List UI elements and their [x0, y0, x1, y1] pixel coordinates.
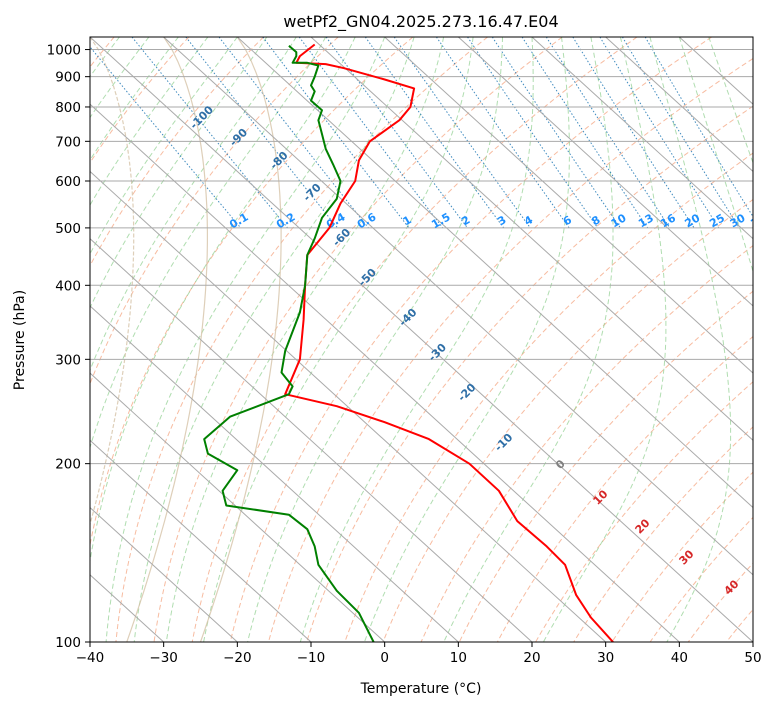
moist-adiabat — [299, 37, 534, 642]
x-tick-label: 20 — [523, 650, 540, 666]
profile-series — [203, 43, 614, 642]
dry-adiabat — [229, 37, 712, 642]
moist-adiabat — [133, 37, 415, 642]
mixing-ratio-line — [521, 37, 649, 229]
y-axis-label: Pressure (hPa) — [12, 290, 28, 390]
moist-adiabat — [90, 37, 356, 564]
y-tick-label: 300 — [55, 352, 81, 368]
y-tick-label: 1000 — [47, 43, 81, 59]
mixing-ratio-line — [435, 37, 570, 229]
isotherm — [163, 37, 753, 576]
y-tick-label: 700 — [55, 134, 81, 150]
isotherm — [90, 237, 533, 642]
dry-adiabat — [115, 37, 488, 642]
dry-adiabat — [611, 471, 753, 642]
x-tick-label: 0 — [380, 650, 389, 666]
isotherm — [531, 37, 753, 240]
dry-adiabat — [496, 335, 753, 642]
isotherm — [90, 305, 459, 642]
moist-adiabat — [90, 37, 327, 450]
moist-adiabat — [443, 37, 614, 642]
isotherm — [90, 103, 680, 642]
y-tick-label: 100 — [55, 635, 81, 651]
mixing-ratio-line — [185, 37, 338, 229]
x-tick-label: −40 — [76, 650, 105, 666]
mixing-ratio-line — [131, 37, 288, 229]
isotherm — [605, 37, 753, 173]
y-tick-label: 800 — [55, 100, 81, 116]
x-tick-label: 40 — [671, 650, 688, 666]
moist-adiabat — [203, 37, 474, 642]
y-tick-label: 600 — [55, 174, 81, 190]
dry-adiabat — [191, 37, 638, 642]
isotherm — [90, 506, 238, 642]
moist-adiabat — [90, 37, 297, 372]
x-axis-label: Temperature (°C) — [360, 681, 482, 697]
x-tick-label: 30 — [597, 650, 614, 666]
isotherm — [310, 37, 753, 442]
isotherm — [457, 37, 753, 307]
pressure-gridlines — [90, 49, 753, 642]
dry-adiabat — [382, 198, 753, 642]
mixing-ratio-line — [364, 37, 505, 229]
dry-adiabat — [344, 152, 753, 642]
mixing-ratio-line — [621, 37, 740, 229]
axis-ticks: −40 −30 −20 −10 0 10 20 30 40 50 100 200 300 400 500 60… — [47, 43, 762, 666]
plot-frame — [89, 36, 754, 643]
isotherm — [384, 37, 753, 374]
dry-adiabat — [90, 37, 339, 386]
moist-adiabat — [363, 37, 570, 642]
dry-adiabat — [649, 516, 753, 642]
y-tick-label: 200 — [55, 457, 81, 473]
isotherm — [90, 37, 753, 642]
mixing-ratio-line — [545, 37, 671, 229]
x-tick-label: −10 — [297, 650, 326, 666]
x-tick-label: 10 — [450, 650, 467, 666]
y-tick-label: 900 — [55, 70, 81, 86]
moist-adiabat — [247, 37, 503, 642]
dry-adiabat — [458, 290, 753, 642]
moist-adiabat — [678, 37, 753, 274]
x-tick-label: −30 — [149, 650, 178, 666]
dry-adiabat — [268, 57, 753, 642]
mixing-ratio-line — [393, 37, 531, 229]
dry-adiabat — [90, 37, 190, 164]
moist-adiabat — [105, 37, 386, 642]
mixing-ratio-label: 36 — [748, 211, 768, 230]
isotherm — [236, 37, 753, 509]
background-lines — [90, 37, 753, 642]
moist-adiabat — [165, 37, 445, 642]
mixing-ratio-line — [262, 37, 410, 229]
y-tick-label: 500 — [55, 221, 81, 237]
dewpoint-line — [203, 44, 375, 642]
dry-adiabat — [90, 37, 414, 548]
mixing-ratio-line — [298, 37, 444, 229]
dry-adiabat — [306, 105, 753, 642]
chart-title: wetPf2_GN04.2025.273.16.47.E04 — [283, 12, 558, 32]
y-tick-label: 400 — [55, 278, 81, 294]
isotherm — [90, 439, 312, 642]
isotherm — [90, 170, 607, 642]
moist-adiabat — [90, 37, 268, 309]
moist-adiabat — [542, 37, 667, 642]
mixing-ratio-line — [90, 46, 242, 229]
moist-adiabat — [649, 37, 732, 642]
isotherm — [90, 372, 386, 642]
x-tick-label: 50 — [744, 650, 761, 666]
moist-adiabat — [708, 37, 753, 165]
mixing-ratio-line — [572, 37, 695, 229]
x-tick-label: −20 — [223, 650, 252, 666]
